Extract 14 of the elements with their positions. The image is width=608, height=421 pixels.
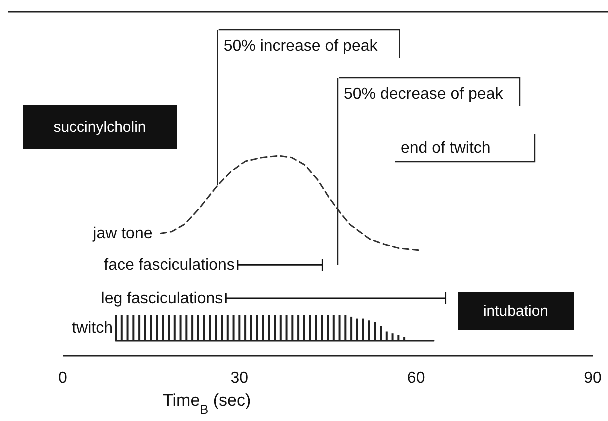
series-label: twitch	[72, 320, 113, 338]
x-tick-label: 0	[58, 370, 68, 387]
annotation: intubation	[483, 303, 549, 320]
annotation: end of twitch	[401, 140, 491, 157]
x-tick-label: 30	[230, 370, 249, 387]
x-tick-label: 60	[407, 370, 426, 387]
ref-line-label: 50% increase of peak	[224, 38, 379, 55]
legend-label: leg fasciculations	[101, 290, 224, 308]
series-label: jaw tone	[92, 226, 153, 243]
x-tick-label: 90	[584, 370, 602, 387]
text: succinylcholin	[54, 119, 146, 136]
legend-label: face fasciculations	[104, 257, 235, 274]
x-axis-title: Time$_{B}$ (sec)	[163, 391, 252, 416]
ref-line-label: 50% decrease of peak	[344, 86, 504, 103]
